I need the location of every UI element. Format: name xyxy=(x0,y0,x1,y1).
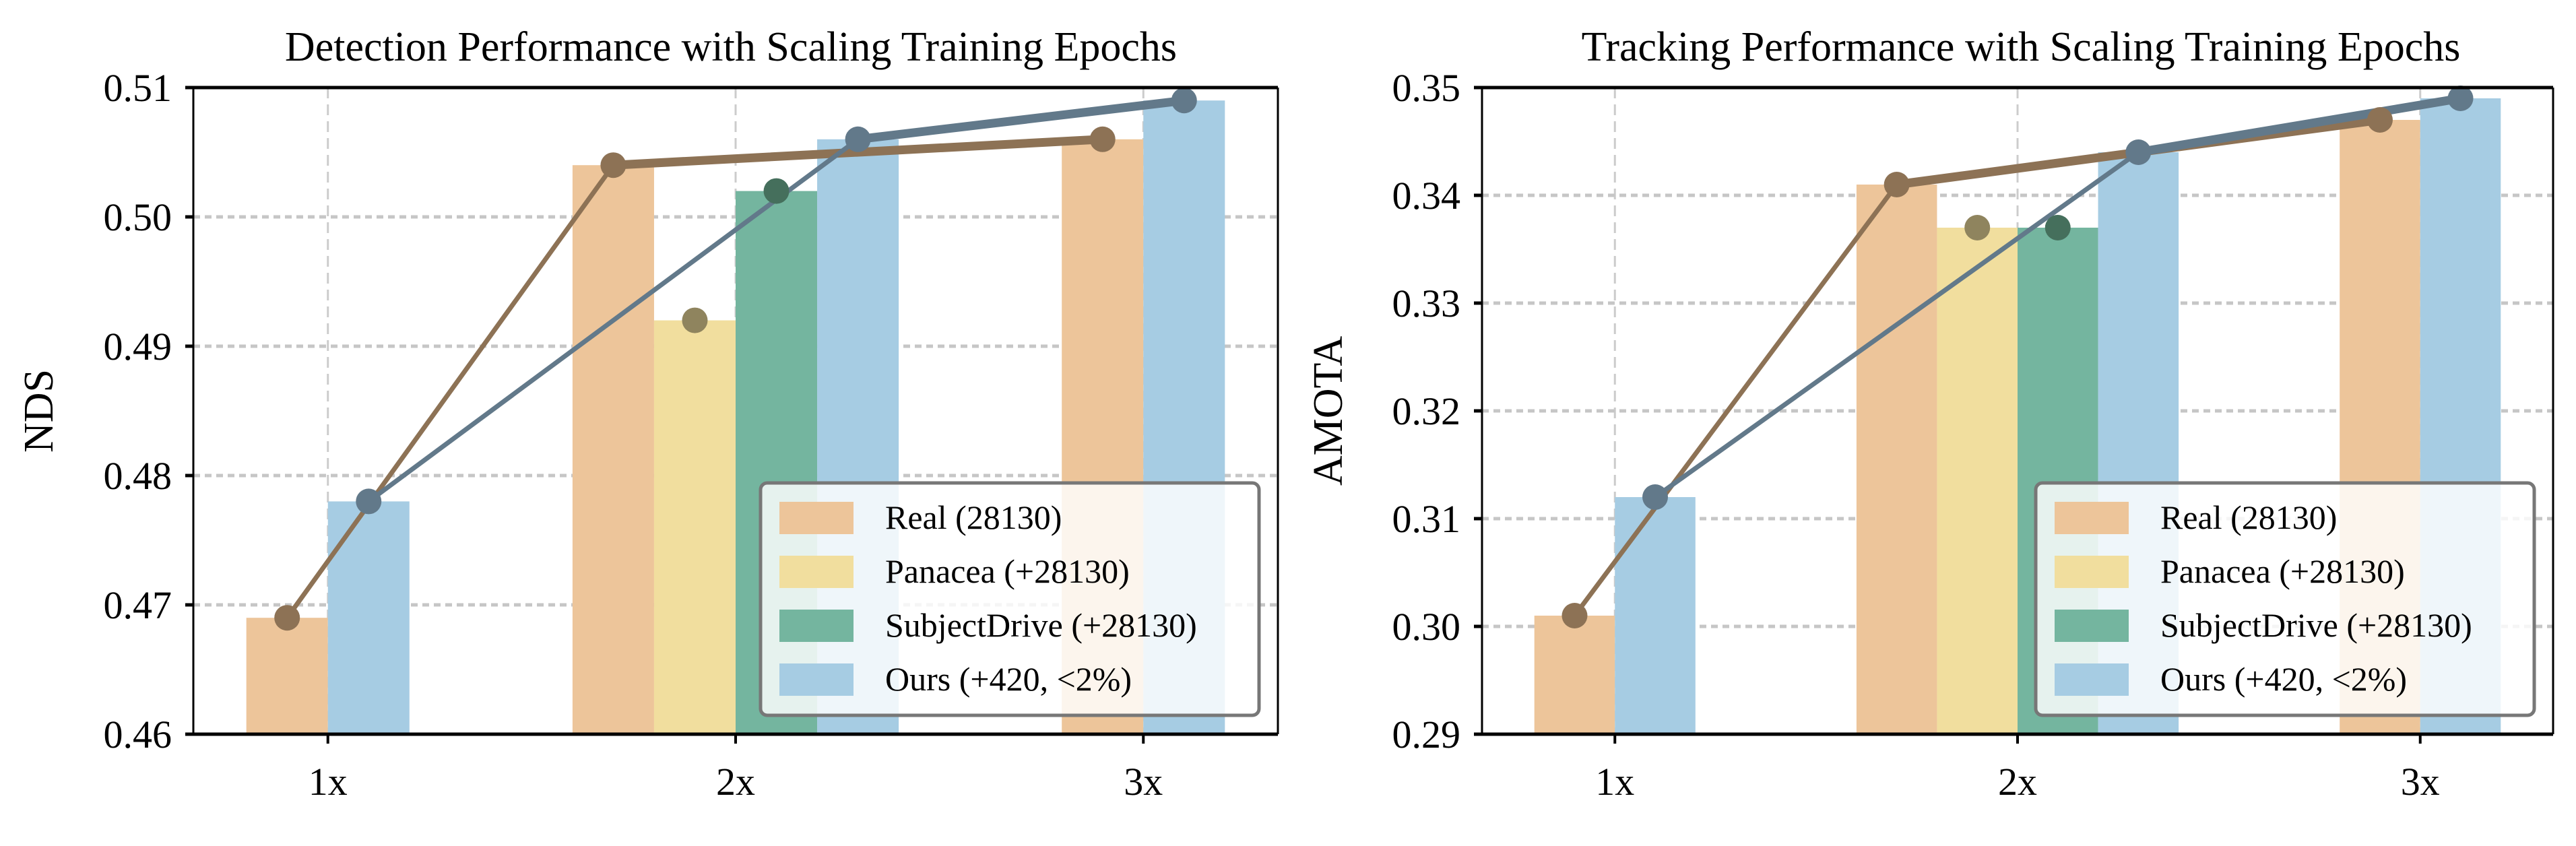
y-tick-label: 0.47 xyxy=(104,583,172,627)
legend-swatch-panacea xyxy=(779,556,854,588)
legend-swatch-ours xyxy=(2055,663,2129,696)
detection-chart: Detection Performance with Scaling Train… xyxy=(16,24,1279,804)
marker-subjectdrive xyxy=(763,178,790,204)
marker-real xyxy=(274,605,300,631)
legend-swatch-subjectdrive xyxy=(2055,610,2129,642)
y-axis-label: NDS xyxy=(16,369,62,453)
marker-ours xyxy=(845,126,871,152)
legend-box xyxy=(759,481,1261,717)
line-segment-ours xyxy=(1652,150,2141,500)
legend-swatch-real xyxy=(2055,502,2129,534)
legend: Real (28130) Panacea (+28130) SubjectDrive… xyxy=(759,481,1261,717)
legend-swatch-panacea xyxy=(2055,556,2129,588)
line-segment-ours xyxy=(854,96,1189,144)
y-axis-label: AMOTA xyxy=(1306,336,1351,486)
marker-real xyxy=(1883,172,1910,197)
line-segment-ours xyxy=(2133,94,2466,157)
y-tick-label: 0.51 xyxy=(104,66,172,110)
chart-title: Detection Performance with Scaling Train… xyxy=(285,24,1177,70)
bar-real xyxy=(1856,185,1937,734)
bar-real xyxy=(246,618,328,734)
marker-ours xyxy=(2447,86,2474,111)
bar-real xyxy=(572,165,654,734)
marker-ours xyxy=(356,488,382,515)
marker-real xyxy=(2366,107,2393,133)
x-tick-label: 3x xyxy=(2401,760,2440,804)
legend-label: Panacea (+28130) xyxy=(885,552,1130,590)
x-tick-label: 3x xyxy=(1124,760,1163,804)
x-tick-label: 2x xyxy=(716,760,755,804)
marker-ours xyxy=(1642,484,1669,510)
y-tick-label: 0.31 xyxy=(1392,497,1461,541)
y-tick-label: 0.34 xyxy=(1392,174,1461,218)
markers xyxy=(274,88,1197,631)
x-tick-label: 1x xyxy=(1595,760,1634,804)
legend-box xyxy=(2034,481,2536,717)
marker-real xyxy=(1089,126,1116,152)
marker-ours xyxy=(1171,88,1197,114)
y-tick-label: 0.50 xyxy=(104,195,172,239)
legend-label: Real (28130) xyxy=(2160,498,2337,536)
chart-title: Tracking Performance with Scaling Traini… xyxy=(1582,24,2461,70)
markers xyxy=(1561,86,2474,628)
marker-panacea xyxy=(682,307,708,333)
x-tick-label: 1x xyxy=(309,760,348,804)
marker-panacea xyxy=(1964,215,1991,240)
legend: Real (28130) Panacea (+28130) SubjectDrive… xyxy=(2034,481,2536,717)
legend-label: Ours (+420, <2%) xyxy=(885,660,1132,698)
legend-label: SubjectDrive (+28130) xyxy=(885,606,1197,644)
marker-subjectdrive xyxy=(2044,215,2071,240)
y-tick-label: 0.46 xyxy=(104,713,172,756)
line-segment-real xyxy=(1572,182,1900,618)
legend-label: Ours (+420, <2%) xyxy=(2160,660,2407,698)
y-tick-label: 0.30 xyxy=(1392,605,1461,649)
line-segment-real xyxy=(608,135,1107,170)
marker-real xyxy=(1561,603,1588,628)
axes: 0.46 0.47 0.48 0.49 0.50 0.51 1x 2x 3x xyxy=(104,66,1279,804)
line-segment-real xyxy=(284,162,616,620)
marker-real xyxy=(600,152,626,178)
y-tick-label: 0.35 xyxy=(1392,66,1461,110)
bar-ours xyxy=(1615,497,1696,734)
legend-label: SubjectDrive (+28130) xyxy=(2160,606,2472,644)
legend-swatch-real xyxy=(779,502,854,534)
legend-swatch-ours xyxy=(779,663,854,696)
lines xyxy=(284,96,1189,620)
legend-swatch-subjectdrive xyxy=(779,610,854,642)
bar-panacea xyxy=(1937,228,2018,734)
y-tick-label: 0.29 xyxy=(1392,713,1461,756)
y-tick-label: 0.32 xyxy=(1392,389,1461,433)
y-tick-label: 0.49 xyxy=(104,325,172,368)
y-tick-label: 0.33 xyxy=(1392,282,1461,325)
bar-ours xyxy=(327,501,410,734)
legend-label: Real (28130) xyxy=(885,498,1062,536)
legend-label: Panacea (+28130) xyxy=(2160,552,2405,590)
x-tick-label: 2x xyxy=(1998,760,2037,804)
axes: 0.29 0.30 0.31 0.32 0.33 0.34 0.35 1x 2x 3x xyxy=(1392,66,2554,804)
bar-real xyxy=(1534,616,1615,734)
tracking-chart: Tracking Performance with Scaling Traini… xyxy=(1306,24,2554,804)
bar-panacea xyxy=(653,320,736,735)
marker-ours xyxy=(2125,139,2152,165)
y-tick-label: 0.48 xyxy=(104,454,172,498)
